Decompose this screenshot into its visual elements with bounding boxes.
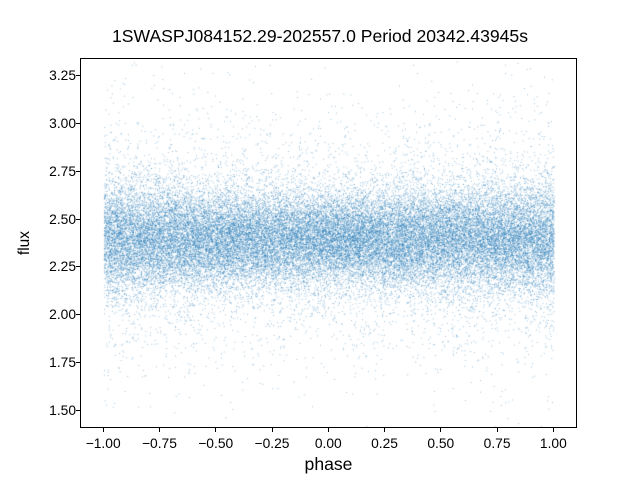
svg-text:flux: flux	[16, 231, 33, 255]
